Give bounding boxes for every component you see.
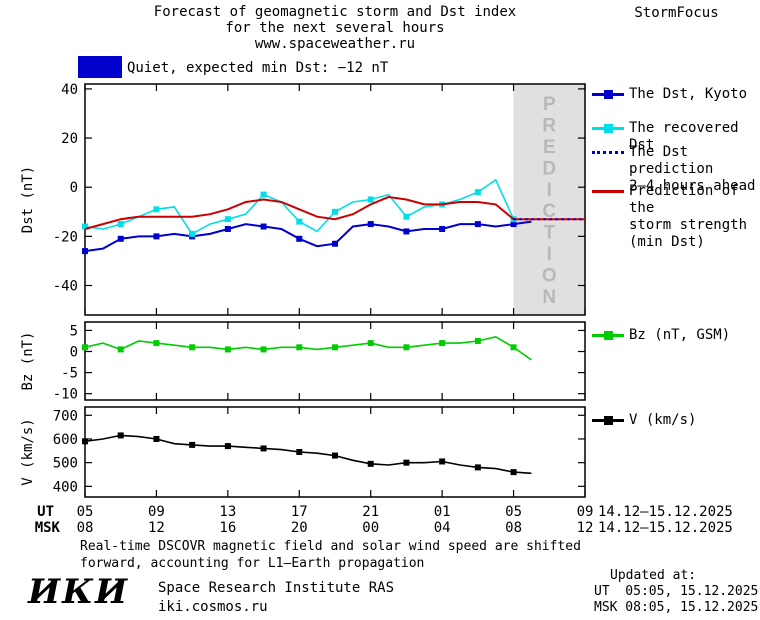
svg-text:400: 400	[53, 479, 78, 495]
svg-text:O: O	[542, 266, 557, 287]
svg-text:T: T	[543, 223, 555, 244]
svg-text:12: 12	[577, 520, 594, 536]
svg-text:5: 5	[70, 323, 78, 339]
time-axis-rows: 05080912131617202100010405080912UTMSK14.…	[35, 504, 733, 536]
svg-text:09: 09	[148, 504, 165, 520]
svg-text:MSK: MSK	[35, 520, 61, 536]
panel-frame	[84, 83, 586, 316]
svg-text:V (km/s): V (km/s)	[20, 418, 36, 485]
svg-text:UT: UT	[37, 504, 54, 520]
svg-text:700: 700	[53, 408, 78, 424]
prediction-band	[513, 84, 585, 315]
svg-text:08: 08	[77, 520, 94, 536]
svg-text:I: I	[547, 180, 552, 201]
svg-text:D: D	[542, 158, 556, 179]
svg-text:C: C	[542, 201, 556, 222]
panel-frame	[84, 321, 586, 401]
svg-text:R: R	[542, 115, 556, 136]
svg-text:21: 21	[362, 504, 379, 520]
svg-text:17: 17	[291, 504, 308, 520]
series-bz-nt-gsm-	[84, 335, 532, 361]
svg-text:0: 0	[70, 345, 78, 361]
svg-text:01: 01	[434, 504, 451, 520]
svg-text:P: P	[543, 94, 556, 115]
svg-text:04: 04	[434, 520, 451, 536]
svg-text:E: E	[543, 137, 556, 158]
series-v-km-s-	[84, 434, 532, 475]
svg-text:14.12–15.12.2025: 14.12–15.12.2025	[598, 520, 733, 536]
panel-frame	[84, 406, 586, 498]
svg-text:09: 09	[577, 504, 594, 520]
svg-text:20: 20	[291, 520, 308, 536]
svg-text:I: I	[547, 244, 552, 265]
svg-text:600: 600	[53, 432, 78, 448]
svg-text:Bz (nT): Bz (nT)	[20, 331, 36, 390]
svg-text:-5: -5	[61, 366, 78, 382]
svg-text:-20: -20	[53, 229, 78, 245]
svg-text:05: 05	[77, 504, 94, 520]
svg-text:12: 12	[148, 520, 165, 536]
panel-bz: 5 0 -5 -10 Bz (nT)	[20, 321, 586, 403]
svg-text:-10: -10	[53, 387, 78, 403]
svg-text:40: 40	[61, 82, 78, 98]
svg-text:N: N	[542, 287, 556, 308]
svg-text:0: 0	[70, 180, 78, 196]
panel-v: 400 500 600 700 V (km/s)	[20, 406, 586, 498]
svg-text:500: 500	[53, 456, 78, 472]
series-the-recovered-dst	[84, 178, 515, 235]
svg-text:13: 13	[219, 504, 236, 520]
svg-text:Dst (nT): Dst (nT)	[20, 166, 36, 233]
svg-text:20: 20	[61, 131, 78, 147]
svg-text:05: 05	[505, 504, 522, 520]
svg-text:16: 16	[219, 520, 236, 536]
svg-text:08: 08	[505, 520, 522, 536]
svg-text:00: 00	[362, 520, 379, 536]
svg-text:-40: -40	[53, 279, 78, 295]
svg-text:14.12–15.12.2025: 14.12–15.12.2025	[598, 504, 733, 520]
series-prediction-of-the-storm-strength-min-dst-	[84, 195, 585, 230]
